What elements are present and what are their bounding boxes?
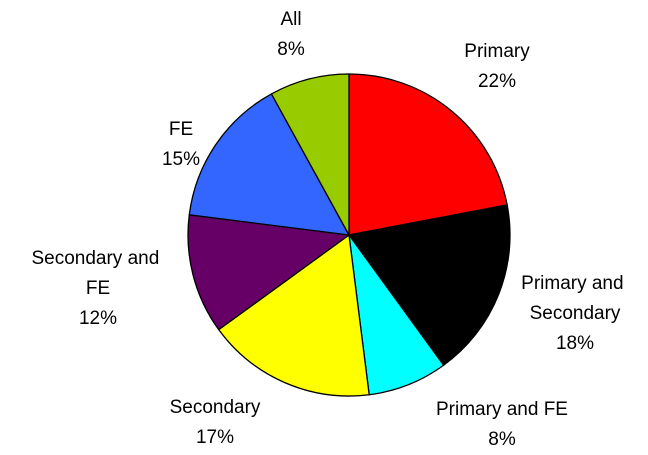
slice-label: Primary and FE (436, 399, 568, 420)
slice-value-label: 8% (277, 39, 305, 60)
slice-value-label: 12% (79, 308, 117, 329)
slice-value-label: 18% (556, 333, 594, 354)
slice-label: Primary and Secondary (521, 273, 629, 324)
pie-slice (348, 73, 508, 236)
slice-label: Secondary (170, 397, 261, 418)
slice-label: Primary (464, 41, 530, 62)
pie-slice (188, 93, 351, 236)
slice-value-label: 15% (162, 149, 200, 170)
pie-slice (217, 233, 370, 397)
slice-value-label: 17% (196, 427, 234, 448)
slice-label: Secondary and FE (31, 248, 164, 299)
pie-slice (270, 73, 350, 236)
slice-value-label: 22% (478, 71, 516, 92)
pie-slice (187, 214, 351, 331)
pie-slice (347, 204, 511, 367)
slice-label: FE (169, 119, 193, 140)
slice-value-label: 8% (488, 429, 516, 450)
slice-label: All (280, 9, 301, 30)
